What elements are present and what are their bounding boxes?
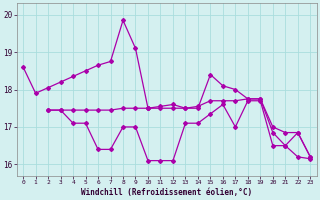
X-axis label: Windchill (Refroidissement éolien,°C): Windchill (Refroidissement éolien,°C) [81,188,252,197]
